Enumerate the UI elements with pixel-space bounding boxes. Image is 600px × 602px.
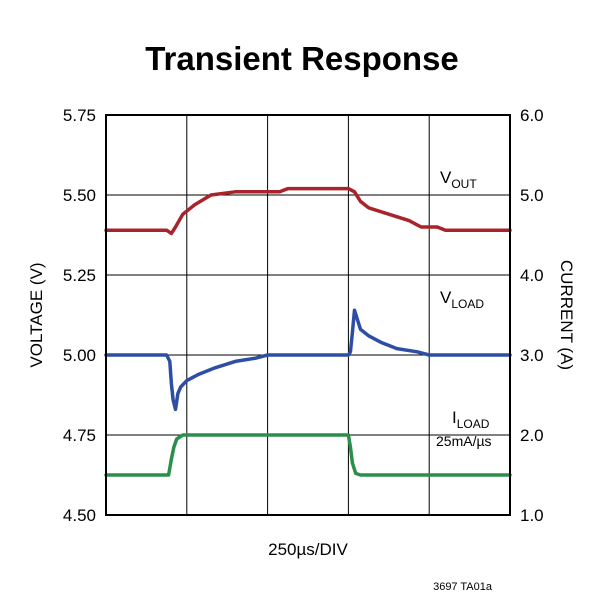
left-tick-label: 5.75 [63,106,96,125]
label-iload-sub: LOAD [457,417,490,431]
label-iload: ILOAD [452,408,490,431]
left-tick-label: 4.75 [63,426,96,445]
right-tick-label: 5.0 [520,186,544,205]
right-tick-label: 4.0 [520,266,544,285]
label-vload-main: V [440,288,452,307]
label-vout-sub: OUT [451,177,477,191]
label-vout: VOUT [440,168,477,191]
series-group [104,186,512,477]
slew-rate-annotation: 25mA/µs [436,433,492,449]
right-tick-labels: 1.0 2.0 3.0 4.0 5.0 6.0 [520,106,544,525]
series-line-iload [104,433,512,477]
label-iload-main: I [452,408,457,427]
right-tick-label: 6.0 [520,106,544,125]
label-vload: VLOAD [440,288,484,311]
left-tick-labels: 4.50 4.75 5.00 5.25 5.50 5.75 [63,106,96,525]
left-axis-label: VOLTAGE (V) [27,262,46,367]
right-tick-label: 2.0 [520,426,544,445]
label-vout-main: V [440,168,452,187]
series-line-vload [104,308,512,412]
chart-title: Transient Response [145,40,459,77]
left-tick-label: 4.50 [63,506,96,525]
x-axis-label: 250µs/DIV [268,540,348,559]
left-tick-label: 5.25 [63,266,96,285]
figure-id: 3697 TA01a [433,581,493,593]
label-vload-sub: LOAD [451,297,484,311]
right-tick-label: 3.0 [520,346,544,365]
right-axis-label: CURRENT (A) [557,260,576,370]
left-tick-label: 5.00 [63,346,96,365]
plot-frame [105,114,511,516]
series-line-vout [104,186,512,236]
right-tick-label: 1.0 [520,506,544,525]
left-tick-label: 5.50 [63,186,96,205]
